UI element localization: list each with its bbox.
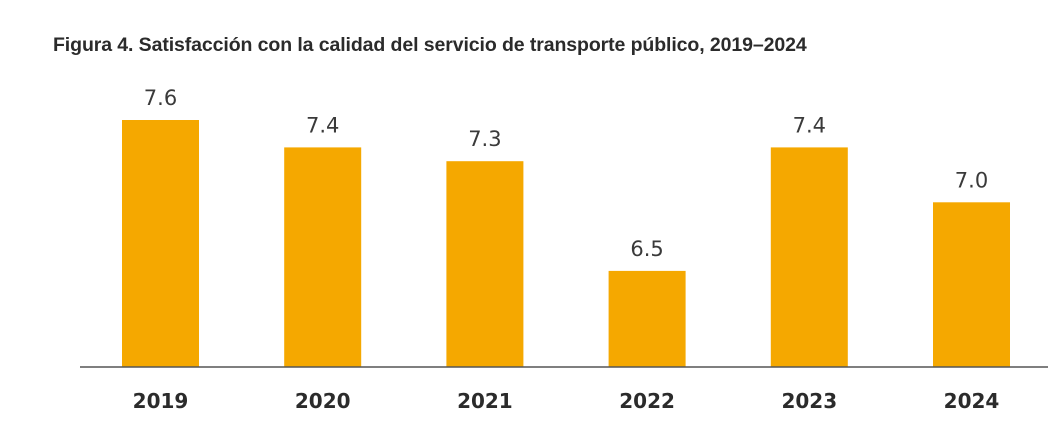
- bar-2022: [608, 270, 686, 367]
- bars-group: [122, 120, 1010, 367]
- bar-2021: [446, 161, 524, 367]
- category-label-2020: 2020: [295, 389, 351, 413]
- chart-title: Figura 4. Satisfacción con la calidad de…: [53, 34, 807, 56]
- value-label-2022: 6.5: [630, 237, 663, 261]
- category-label-2024: 2024: [944, 389, 1000, 413]
- value-label-2021: 7.3: [468, 127, 501, 151]
- category-label-2021: 2021: [457, 389, 513, 413]
- bar-2023: [770, 147, 848, 367]
- value-labels-group: 7.6 7.4 7.3 6.5 7.4 7.0: [144, 86, 988, 261]
- bar-2024: [933, 202, 1010, 367]
- category-labels-group: 2019 2020 2021 2022 2023 2024: [133, 389, 1000, 413]
- bar-2019: [122, 120, 199, 367]
- value-label-2023: 7.4: [793, 113, 826, 137]
- value-label-2020: 7.4: [306, 113, 339, 137]
- category-label-2022: 2022: [619, 389, 675, 413]
- bar-2020: [284, 147, 362, 367]
- category-label-2023: 2023: [781, 389, 837, 413]
- value-label-2024: 7.0: [955, 168, 988, 192]
- value-label-2019: 7.6: [144, 86, 177, 110]
- category-label-2019: 2019: [133, 389, 189, 413]
